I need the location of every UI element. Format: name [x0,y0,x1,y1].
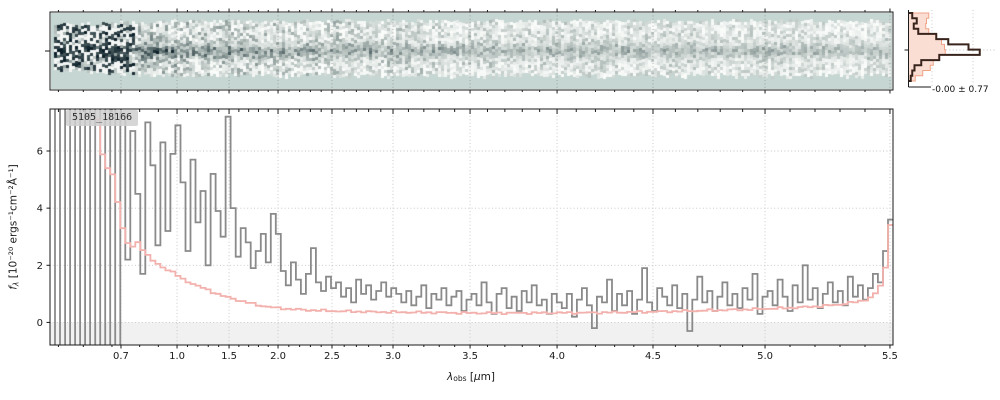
x-tick-label: 1.0 [169,351,185,362]
error-step-line [95,118,893,315]
y-tick-label: 4 [37,204,43,215]
x-axis-label: λobs [μm] [446,370,496,384]
x-tick-label: 2.5 [324,351,340,362]
x-tick-label: 0.7 [113,351,129,362]
y-tick-label: 6 [37,147,43,158]
twod-axes-frame [49,11,894,91]
x-tick-label: 3.0 [385,351,401,362]
axis-ticks [45,8,891,349]
flux-step-line [54,109,893,345]
gridlines [50,12,893,345]
x-tick-label: 1.5 [221,351,237,362]
y-axis-label: fλ [10⁻²⁰ ergs⁻¹cm⁻²Å⁻¹] [7,164,21,290]
residual-histogram [904,10,995,88]
main-plot [50,322,893,345]
hist-data-outline [908,12,981,82]
y-tick-label: 2 [37,261,43,272]
x-tick-label: 5.5 [882,351,898,362]
x-tick-label: 5.0 [757,351,773,362]
object-id-label: 5105_18166 [66,110,139,126]
histogram-stats-label: -0.00 ± 0.77 [932,85,989,95]
tick-labels: 0.7 1.0 1.5 2.0 2.5 3.0 3.5 4.0 4.5 5.0 5.5 0 2 4 6 [37,147,898,363]
x-tick-label: 4.5 [645,351,661,362]
below-zero-shade [50,322,893,345]
spectrum-2d-image [51,13,892,89]
y-tick-label: 0 [37,318,43,329]
x-tick-label: 3.5 [462,351,478,362]
x-tick-label: 4.0 [549,351,565,362]
spectrum-series [54,109,893,345]
x-tick-label: 2.0 [270,351,286,362]
main-axes-frame [49,108,894,346]
